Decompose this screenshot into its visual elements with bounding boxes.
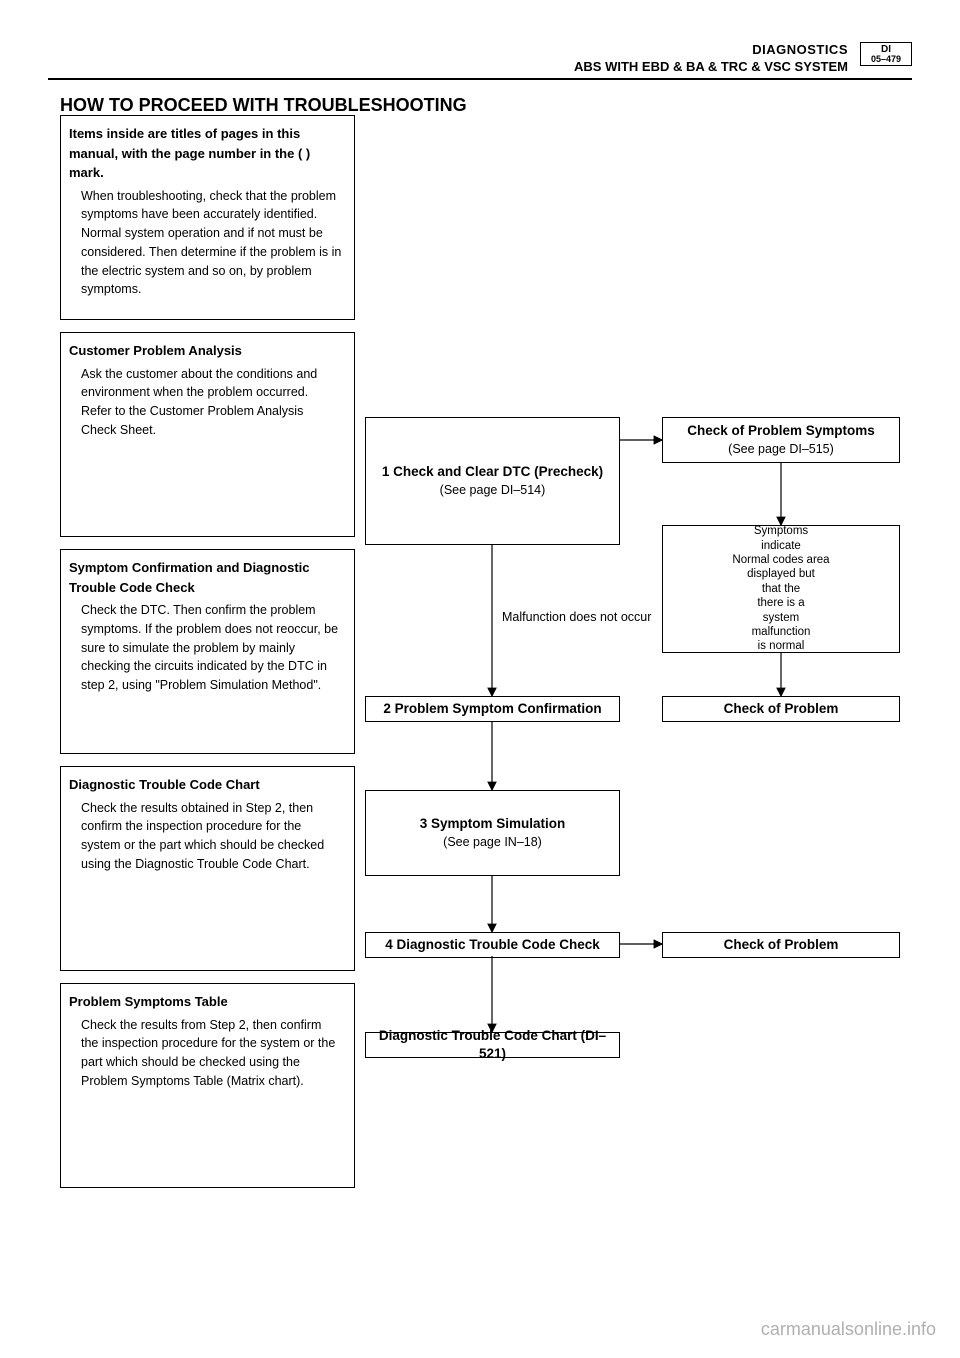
- flow-node-line: that the: [673, 582, 889, 596]
- info-box-1: Items inside are titles of pages in this…: [60, 115, 355, 320]
- flow-node-n1: 1 Check and Clear DTC (Precheck)(See pag…: [365, 417, 620, 545]
- flow-node-n5: Check of Problem: [662, 696, 900, 722]
- info-box-2: Customer Problem AnalysisAsk the custome…: [60, 332, 355, 537]
- flow-node-line: Symptoms: [673, 524, 889, 538]
- flow-node-sub: (See page IN–18): [376, 834, 609, 851]
- info-box-line: When troubleshooting, check that the pro…: [81, 187, 342, 300]
- flow-node-line: system: [673, 611, 889, 625]
- flow-node-title: 1 Check and Clear DTC (Precheck): [376, 463, 609, 481]
- flow-node-title: 2 Problem Symptom Confirmation: [376, 700, 609, 718]
- info-box-title: Items inside are titles of pages in this…: [61, 116, 354, 185]
- info-box-4: Diagnostic Trouble Code ChartCheck the r…: [60, 766, 355, 971]
- flow-node-line: displayed but: [673, 567, 889, 581]
- flow-node-n9: Diagnostic Trouble Code Chart (DI–521): [365, 1032, 620, 1058]
- flow-node-n6: 3 Symptom Simulation(See page IN–18): [365, 790, 620, 876]
- header-rule: [48, 78, 912, 80]
- info-box-line: Check the results obtained in Step 2, th…: [81, 799, 342, 874]
- page-tab-top: DI: [864, 45, 908, 55]
- header-category: DIAGNOSTICS: [574, 42, 848, 57]
- flow-node-line: there is a: [673, 596, 889, 610]
- info-box-body: Check the DTC. Then confirm the problem …: [61, 599, 354, 705]
- flow-node-title: 4 Diagnostic Trouble Code Check: [376, 936, 609, 954]
- info-box-body: Ask the customer about the conditions an…: [61, 363, 354, 450]
- info-box-title: Symptom Confirmation and Diagnostic Trou…: [61, 550, 354, 599]
- page-tab: DI 05–479: [860, 42, 912, 66]
- info-box-5: Problem Symptoms TableCheck the results …: [60, 983, 355, 1188]
- flow-node-n3: SymptomsindicateNormal codes areadisplay…: [662, 525, 900, 653]
- info-box-line: Check the results from Step 2, then conf…: [81, 1016, 342, 1091]
- section-title: HOW TO PROCEED WITH TROUBLESHOOTING: [60, 95, 467, 116]
- info-box-line: Check the DTC. Then confirm the problem …: [81, 601, 342, 695]
- flow-node-title: 3 Symptom Simulation: [376, 815, 609, 833]
- flow-node-title: Diagnostic Trouble Code Chart (DI–521): [376, 1027, 609, 1063]
- info-box-title: Problem Symptoms Table: [61, 984, 354, 1014]
- info-box-3: Symptom Confirmation and Diagnostic Trou…: [60, 549, 355, 754]
- flow-node-line: is normal: [673, 639, 889, 653]
- header-subtitle: ABS WITH EBD & BA & TRC & VSC SYSTEM: [574, 59, 848, 74]
- flow-node-n7: 4 Diagnostic Trouble Code Check: [365, 932, 620, 958]
- info-box-body: Check the results from Step 2, then conf…: [61, 1014, 354, 1101]
- flow-node-title: Check of Problem Symptoms: [673, 422, 889, 440]
- flow-node-sub: (See page DI–515): [673, 441, 889, 458]
- flow-node-line: indicate: [673, 539, 889, 553]
- flow-node-title: Check of Problem: [673, 936, 889, 954]
- flow-node-n4: 2 Problem Symptom Confirmation: [365, 696, 620, 722]
- flow-node-line: malfunction: [673, 625, 889, 639]
- flow-node-n2: Check of Problem Symptoms(See page DI–51…: [662, 417, 900, 463]
- flow-node-line: Normal codes area: [673, 553, 889, 567]
- info-box-title: Customer Problem Analysis: [61, 333, 354, 363]
- info-box-title: Diagnostic Trouble Code Chart: [61, 767, 354, 797]
- info-box-line: Ask the customer about the conditions an…: [81, 365, 342, 440]
- watermark: carmanualsonline.info: [761, 1319, 936, 1340]
- flow-node-sub: (See page DI–514): [376, 482, 609, 499]
- info-box-body: Check the results obtained in Step 2, th…: [61, 797, 354, 884]
- info-box-body: When troubleshooting, check that the pro…: [61, 185, 354, 310]
- flow-node-title: Check of Problem: [673, 700, 889, 718]
- flow-edge-label-2: Malfunction does not occur: [502, 610, 651, 624]
- flow-node-n8: Check of Problem: [662, 932, 900, 958]
- page-tab-bottom: 05–479: [864, 55, 908, 64]
